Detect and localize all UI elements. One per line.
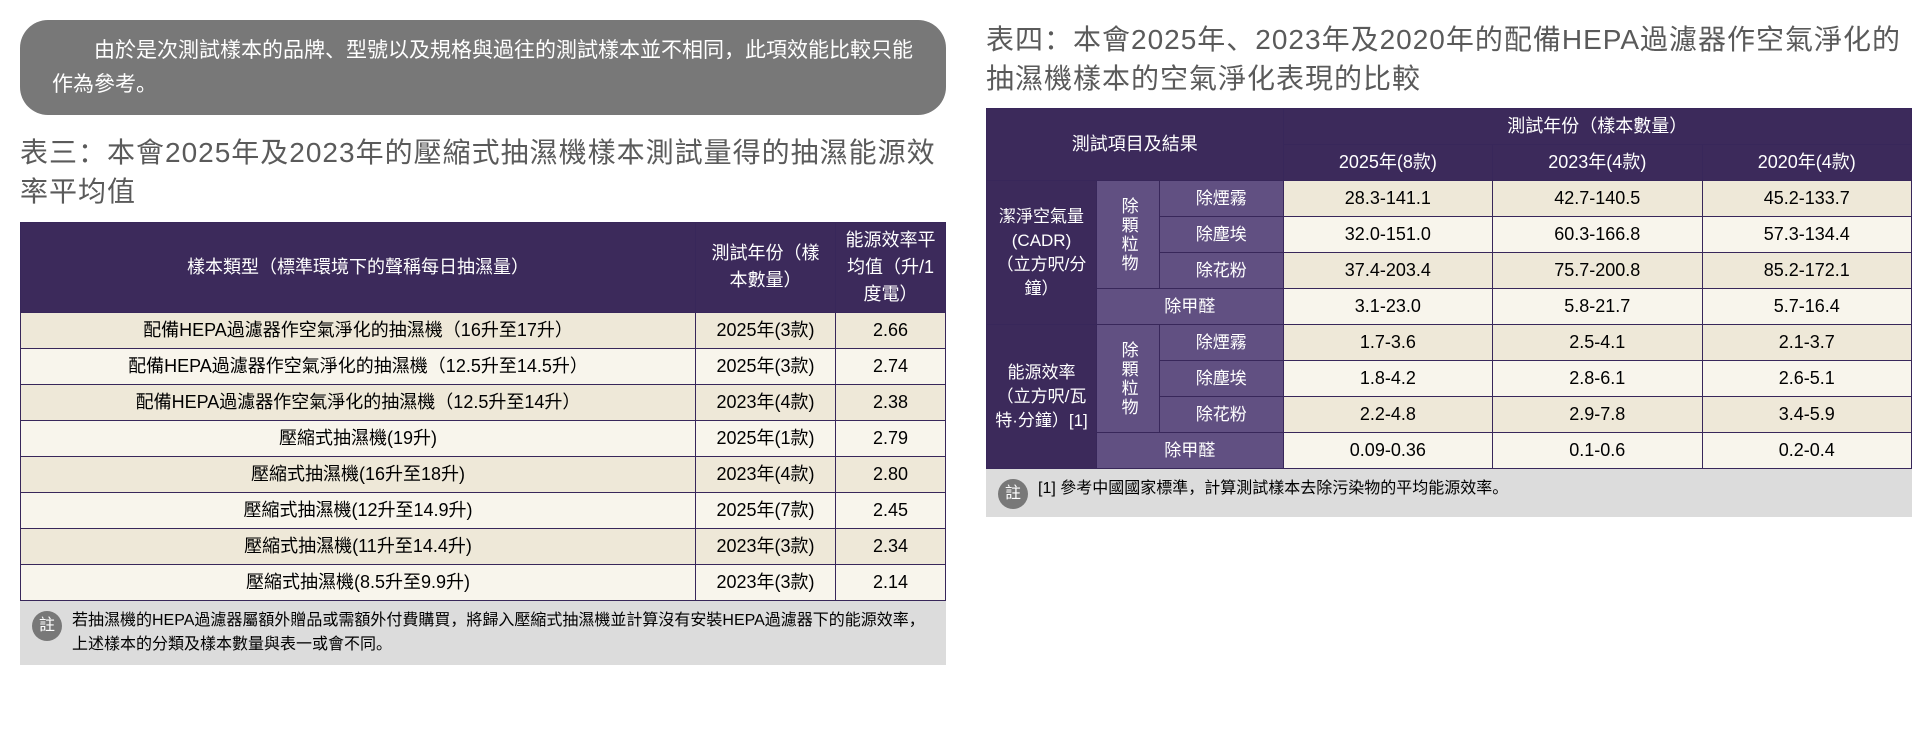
- t4-header-2020: 2020年(4款): [1702, 145, 1911, 181]
- table4-footnote: 註 [1] 參考中國國家標準，計算測試樣本去除污染物的平均能源效率。: [986, 469, 1912, 517]
- table-row: 壓縮式抽濕機(11升至14.4升)2023年(3款)2.34: [21, 528, 946, 564]
- t4-particles-label: 除顆粒物: [1097, 181, 1160, 289]
- table-row: 壓縮式抽濕機(8.5升至9.9升)2023年(3款)2.14: [21, 564, 946, 600]
- table3-footnote: 註 若抽濕機的HEPA過濾器屬額外贈品或需額外付費購買，將歸入壓縮式抽濕機並計算…: [20, 601, 946, 665]
- t4-cadr-label: 潔淨空氣量(CADR)（立方呎/分鐘）: [987, 181, 1097, 325]
- table-row: 除甲醛 3.1-23.05.8-21.75.7-16.4: [987, 289, 1912, 325]
- t4-header-2023: 2023年(4款): [1493, 145, 1702, 181]
- t4-dust-label: 除塵埃: [1159, 217, 1283, 253]
- table4-title: 表四：本會2025年、2023年及2020年的配備HEPA過濾器作空氣淨化的抽濕…: [986, 20, 1912, 98]
- table3: 樣本類型（標準環境下的聲稱每日抽濕量） 測試年份（樣本數量） 能源效率平均值（升…: [20, 222, 946, 601]
- t4-form-label-2: 除甲醛: [1097, 433, 1284, 469]
- table-row: 配備HEPA過濾器作空氣淨化的抽濕機（12.5升至14升）2023年(4款)2.…: [21, 384, 946, 420]
- t4-energy-label: 能源效率（立方呎/瓦特·分鐘）[1]: [987, 325, 1097, 469]
- table3-footnote-text: 若抽濕機的HEPA過濾器屬額外贈品或需額外付費購買，將歸入壓縮式抽濕機並計算沒有…: [72, 609, 934, 657]
- t4-smoke-label: 除煙霧: [1159, 181, 1283, 217]
- table-row: 配備HEPA過濾器作空氣淨化的抽濕機（12.5升至14.5升）2025年(3款)…: [21, 348, 946, 384]
- table4: 測試項目及結果 測試年份（樣本數量） 2025年(8款) 2023年(4款) 2…: [986, 108, 1912, 469]
- t4-header-left: 測試項目及結果: [987, 109, 1284, 181]
- table-row: 壓縮式抽濕機(19升)2025年(1款)2.79: [21, 420, 946, 456]
- note-badge-icon: 註: [32, 611, 62, 641]
- table-row: 潔淨空氣量(CADR)（立方呎/分鐘） 除顆粒物 除煙霧 28.3-141.14…: [987, 181, 1912, 217]
- t4-smoke-label-2: 除煙霧: [1159, 325, 1283, 361]
- left-column: 由於是次測試樣本的品牌、型號以及規格與過往的測試樣本並不相同，此項效能比較只能作…: [20, 20, 946, 665]
- table-row: 配備HEPA過濾器作空氣淨化的抽濕機（16升至17升）2025年(3款)2.66: [21, 312, 946, 348]
- t4-dust-label-2: 除塵埃: [1159, 361, 1283, 397]
- t4-header-2025: 2025年(8款): [1283, 145, 1492, 181]
- t4-header-top: 測試年份（樣本數量）: [1283, 109, 1911, 145]
- t3-header-eff: 能源效率平均值（升/1度電）: [836, 222, 946, 312]
- table3-title: 表三：本會2025年及2023年的壓縮式抽濕機樣本測試量得的抽濕能源效率平均值: [20, 133, 946, 211]
- t4-particles-label-2: 除顆粒物: [1097, 325, 1160, 433]
- note-badge-icon: 註: [998, 479, 1028, 509]
- right-column: 表四：本會2025年、2023年及2020年的配備HEPA過濾器作空氣淨化的抽濕…: [986, 20, 1912, 517]
- table-row: 壓縮式抽濕機(12升至14.9升)2025年(7款)2.45: [21, 492, 946, 528]
- table-row: 除甲醛 0.09-0.360.1-0.60.2-0.4: [987, 433, 1912, 469]
- table-row: 能源效率（立方呎/瓦特·分鐘）[1] 除顆粒物 除煙霧 1.7-3.62.5-4…: [987, 325, 1912, 361]
- t4-form-label: 除甲醛: [1097, 289, 1284, 325]
- table-row: 壓縮式抽濕機(16升至18升)2023年(4款)2.80: [21, 456, 946, 492]
- t4-pollen-label: 除花粉: [1159, 253, 1283, 289]
- t3-header-year: 測試年份（樣本數量）: [696, 222, 836, 312]
- t3-header-type: 樣本類型（標準環境下的聲稱每日抽濕量）: [21, 222, 696, 312]
- t4-pollen-label-2: 除花粉: [1159, 397, 1283, 433]
- reference-note: 由於是次測試樣本的品牌、型號以及規格與過往的測試樣本並不相同，此項效能比較只能作…: [20, 20, 946, 115]
- table4-footnote-text: [1] 參考中國國家標準，計算測試樣本去除污染物的平均能源效率。: [1038, 477, 1508, 501]
